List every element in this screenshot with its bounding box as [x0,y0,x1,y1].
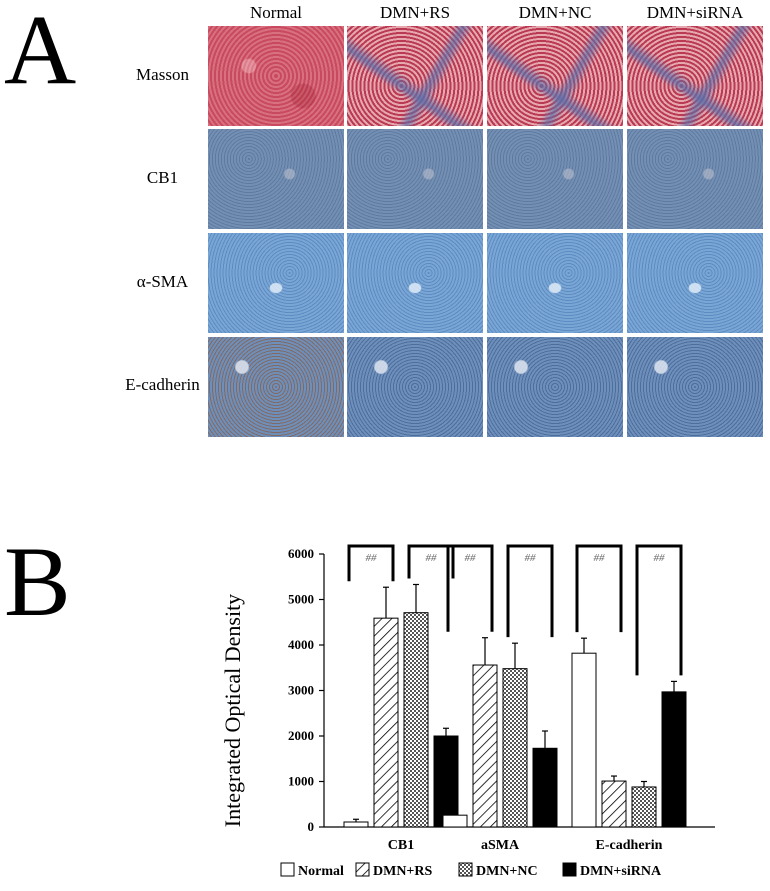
micrograph-asma-normal [208,233,344,333]
bar [403,612,429,828]
significance-label: ## [594,552,606,564]
micrograph-ecadherin-dmn-sirna [627,337,763,437]
legend-swatch [458,862,473,877]
row-label-ecadherin: E-cadherin [125,375,200,394]
bar [433,735,459,828]
significance-label: ## [654,552,666,564]
chart-labels: CB1 ## ## aSMA ## ## E-cadherin ## ## [347,544,683,853]
bar [661,691,687,828]
legend-label: Normal [298,864,344,879]
significance-bracket [446,544,494,632]
panel-b-label: B [4,526,71,637]
bar [442,814,468,828]
bar [631,786,657,828]
chart-legend: Normal DMN+RS DMN+NC DMN+siRNA [280,862,662,879]
bar [472,664,498,828]
column-label-dmn-sirna: DMN+siRNA [646,3,744,22]
micrograph-asma-dmn-rs [347,233,483,333]
y-tick-label: 4000 [288,637,314,652]
legend-swatch [355,862,370,877]
bar [502,668,528,828]
y-tick-label: 5000 [288,592,314,607]
row-label-asma: α-SMA [136,272,189,291]
y-tick-label: 2000 [288,728,314,743]
row-label-cb1: CB1 [146,168,179,187]
x-category-label: CB1 [388,838,414,853]
significance-bracket [506,544,554,638]
chart-axes: 0 1000 2000 3000 4000 5000 6000 Integrated Opti… [220,546,715,834]
chart-bars [343,583,687,828]
bar [373,617,399,828]
micrograph-cb1-dmn-nc [487,129,623,229]
significance-bracket [407,544,455,579]
micrograph-ecadherin-normal [208,337,344,437]
x-category-label: aSMA [481,838,520,853]
micrograph-ecadherin-dmn-rs [347,337,483,437]
legend-swatch [280,862,295,877]
micrograph-masson-dmn-nc [487,26,623,126]
significance-bracket [575,544,623,633]
bar [571,652,597,828]
micrograph-cb1-dmn-sirna [627,129,763,229]
significance-bracket [347,544,395,582]
panel-a-label: A [4,0,77,105]
legend-label: DMN+siRNA [580,864,662,879]
legend-swatch [562,862,577,877]
y-tick-label: 1000 [288,774,314,789]
micrograph-ecadherin-dmn-nc [487,337,623,437]
significance-label: ## [366,552,378,564]
significance-bracket [635,544,683,676]
column-label-dmn-rs: DMN+RS [379,3,451,22]
column-label-normal: Normal [250,3,302,22]
bar [601,780,627,828]
x-category-label: E-cadherin [596,838,663,853]
legend-label: DMN+NC [476,864,538,879]
micrograph-asma-dmn-nc [487,233,623,333]
significance-label: ## [525,552,537,564]
column-label-dmn-nc: DMN+NC [518,3,592,22]
micrograph-masson-dmn-sirna [627,26,763,126]
micrograph-masson-dmn-rs [347,26,483,126]
significance-label: ## [465,552,477,564]
micrograph-cb1-normal [208,129,344,229]
micrograph-masson-normal [208,26,344,126]
significance-label: ## [426,552,438,564]
y-axis-title: Integrated Optical Density [220,594,245,827]
y-tick-label: 6000 [288,546,314,561]
row-label-masson: Masson [136,65,189,84]
micrograph-cb1-dmn-rs [347,129,483,229]
y-tick-label: 3000 [288,683,314,698]
legend-label: DMN+RS [373,864,433,879]
micrograph-asma-dmn-sirna [627,233,763,333]
bar [343,821,369,828]
bar [532,747,558,828]
y-tick-label: 0 [308,819,315,834]
